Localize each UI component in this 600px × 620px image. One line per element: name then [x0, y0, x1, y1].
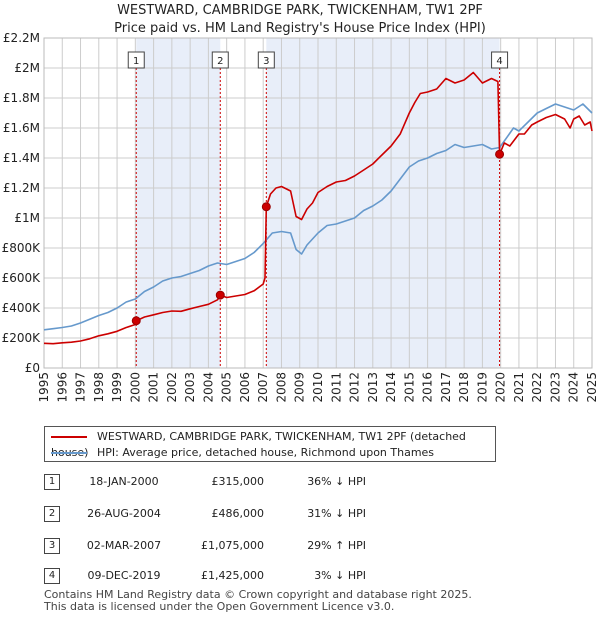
x-tick-label: 2002 — [165, 372, 179, 403]
x-tick-label: 2012 — [348, 372, 362, 403]
sale-marker-1 — [131, 316, 141, 326]
sale-price: £1,425,000 — [201, 569, 264, 582]
sale-badge-box-1 — [127, 51, 145, 69]
sale-marker-4 — [495, 149, 505, 159]
y-tick-label: £800K — [2, 241, 42, 255]
hpi-line — [43, 103, 593, 331]
sale-hpi-relation: 36% ↓ HPI — [307, 475, 366, 488]
x-tick-label: 2003 — [183, 372, 197, 403]
sale-hpi-relation: 3% ↓ HPI — [314, 569, 366, 582]
x-tick-label: 2000 — [128, 372, 142, 403]
price-chart: £0 £200K £400K £600K £800K £1M £1.2M £1.4M £1.6M… — [2, 31, 599, 403]
x-tick-label: 2014 — [384, 372, 398, 403]
x-tick-label: 1997 — [74, 372, 88, 403]
footer: Contains HM Land Registry data © Crown c… — [44, 589, 472, 613]
x-tick-label: 2018 — [457, 372, 471, 403]
x-tick-label: 2023 — [548, 372, 562, 403]
title-line-2: Price paid vs. HM Land Registry's House … — [114, 21, 486, 36]
sale-badge-label-3: 3 — [263, 56, 269, 67]
property-price-line — [43, 71, 593, 345]
y-tick-label: £1.2M — [3, 181, 40, 195]
legend: WESTWARD, CAMBRIDGE PARK, TWICKENHAM, TW… — [44, 426, 496, 462]
y-tick-label: £400K — [2, 301, 42, 315]
sale-hpi-relation: 29% ↑ HPI — [307, 539, 366, 552]
sale-date: 09-DEC-2019 — [87, 569, 161, 582]
y-tick-label: £1.4M — [3, 151, 40, 165]
sale-badge-label-4: 4 — [496, 56, 502, 67]
sale-number-badge: 1 — [44, 474, 60, 490]
y-tick-label: £2M — [14, 61, 40, 75]
sale-badge-label-2: 2 — [217, 56, 223, 67]
x-tick-label: 2001 — [147, 372, 161, 403]
y-tick-label: £600K — [2, 271, 42, 285]
sale-date: 02-MAR-2007 — [86, 539, 162, 552]
sale-hpi-relation: 31% ↓ HPI — [307, 507, 366, 520]
x-tick-label: 2008 — [274, 372, 288, 403]
y-tick-label: £0 — [25, 361, 40, 375]
y-tick-label: £2.2M — [3, 31, 40, 45]
footer-licence: This data is licensed under the Open Gov… — [44, 600, 395, 613]
table-row: 4 09-DEC-2019 £1,425,000 3% ↓ HPI — [44, 568, 404, 586]
sale-number-badge: 4 — [44, 568, 60, 584]
x-tick-label: 2015 — [402, 372, 416, 403]
legend-item-property: WESTWARD, CAMBRIDGE PARK, TWICKENHAM, TW… — [51, 429, 495, 459]
x-tick-label: 2020 — [494, 372, 508, 403]
sale-price: £315,000 — [211, 475, 265, 488]
y-tick-label: £1M — [14, 211, 40, 225]
x-tick-label: 1999 — [110, 372, 124, 403]
sale-price: £1,075,000 — [201, 539, 264, 552]
sale-badge-label-1: 1 — [133, 56, 139, 67]
sale-badge-box-3 — [257, 51, 275, 69]
sale-badge-box-4 — [491, 51, 509, 69]
table-row: 3 02-MAR-2007 £1,075,000 29% ↑ HPI — [44, 538, 404, 556]
x-tick-label: 2010 — [311, 372, 325, 403]
title-line-1: WESTWARD, CAMBRIDGE PARK, TWICKENHAM, TW… — [117, 3, 483, 18]
sale-date: 18-JAN-2000 — [89, 475, 159, 488]
x-tick-label: 2013 — [366, 372, 380, 403]
x-tick-label: 1995 — [37, 372, 51, 403]
y-tick-label: £1.8M — [3, 91, 40, 105]
sale-marker-3 — [261, 202, 271, 212]
chart-title: WESTWARD, CAMBRIDGE PARK, TWICKENHAM, TW… — [0, 2, 600, 38]
x-tick-label: 2009 — [293, 372, 307, 403]
sale-number-badge: 2 — [44, 506, 60, 522]
legend-item-hpi: HPI: Average price, detached house, Rich… — [51, 445, 434, 461]
x-tick-label: 1996 — [55, 372, 69, 403]
y-tick-label: £200K — [2, 331, 42, 345]
sale-marker-2 — [215, 290, 225, 300]
sale-badge-box-2 — [211, 51, 229, 69]
x-tick-label: 2007 — [256, 372, 270, 403]
sale-price: £486,000 — [211, 507, 265, 520]
x-tick-label: 2006 — [238, 372, 252, 403]
legend-swatch-hpi — [51, 452, 87, 454]
x-tick-label: 2011 — [329, 372, 343, 403]
x-tick-label: 2004 — [201, 372, 215, 403]
x-tick-label: 2024 — [567, 372, 581, 403]
legend-swatch-property — [51, 436, 87, 438]
table-row: 1 18-JAN-2000 £315,000 36% ↓ HPI — [44, 474, 404, 492]
plot-border — [43, 37, 593, 369]
legend-label-hpi: HPI: Average price, detached house, Rich… — [97, 446, 435, 459]
x-tick-label: 2019 — [475, 372, 489, 403]
sale-date: 26-AUG-2004 — [87, 507, 161, 520]
x-tick-label: 2021 — [512, 372, 526, 403]
x-tick-label: 2005 — [220, 372, 234, 403]
shaded-range-2 — [266, 38, 500, 368]
table-row: 2 26-AUG-2004 £486,000 31% ↓ HPI — [44, 506, 404, 524]
x-tick-label: 1998 — [92, 372, 106, 403]
x-tick-label: 2016 — [421, 372, 435, 403]
x-tick-label: 2017 — [439, 372, 453, 403]
sale-number-badge: 3 — [44, 538, 60, 554]
footer-copyright: Contains HM Land Registry data © Crown c… — [44, 588, 472, 601]
x-tick-label: 2022 — [530, 372, 544, 403]
y-tick-label: £1.6M — [3, 121, 40, 135]
x-tick-label: 2025 — [585, 372, 599, 403]
shaded-range-1 — [136, 38, 221, 368]
